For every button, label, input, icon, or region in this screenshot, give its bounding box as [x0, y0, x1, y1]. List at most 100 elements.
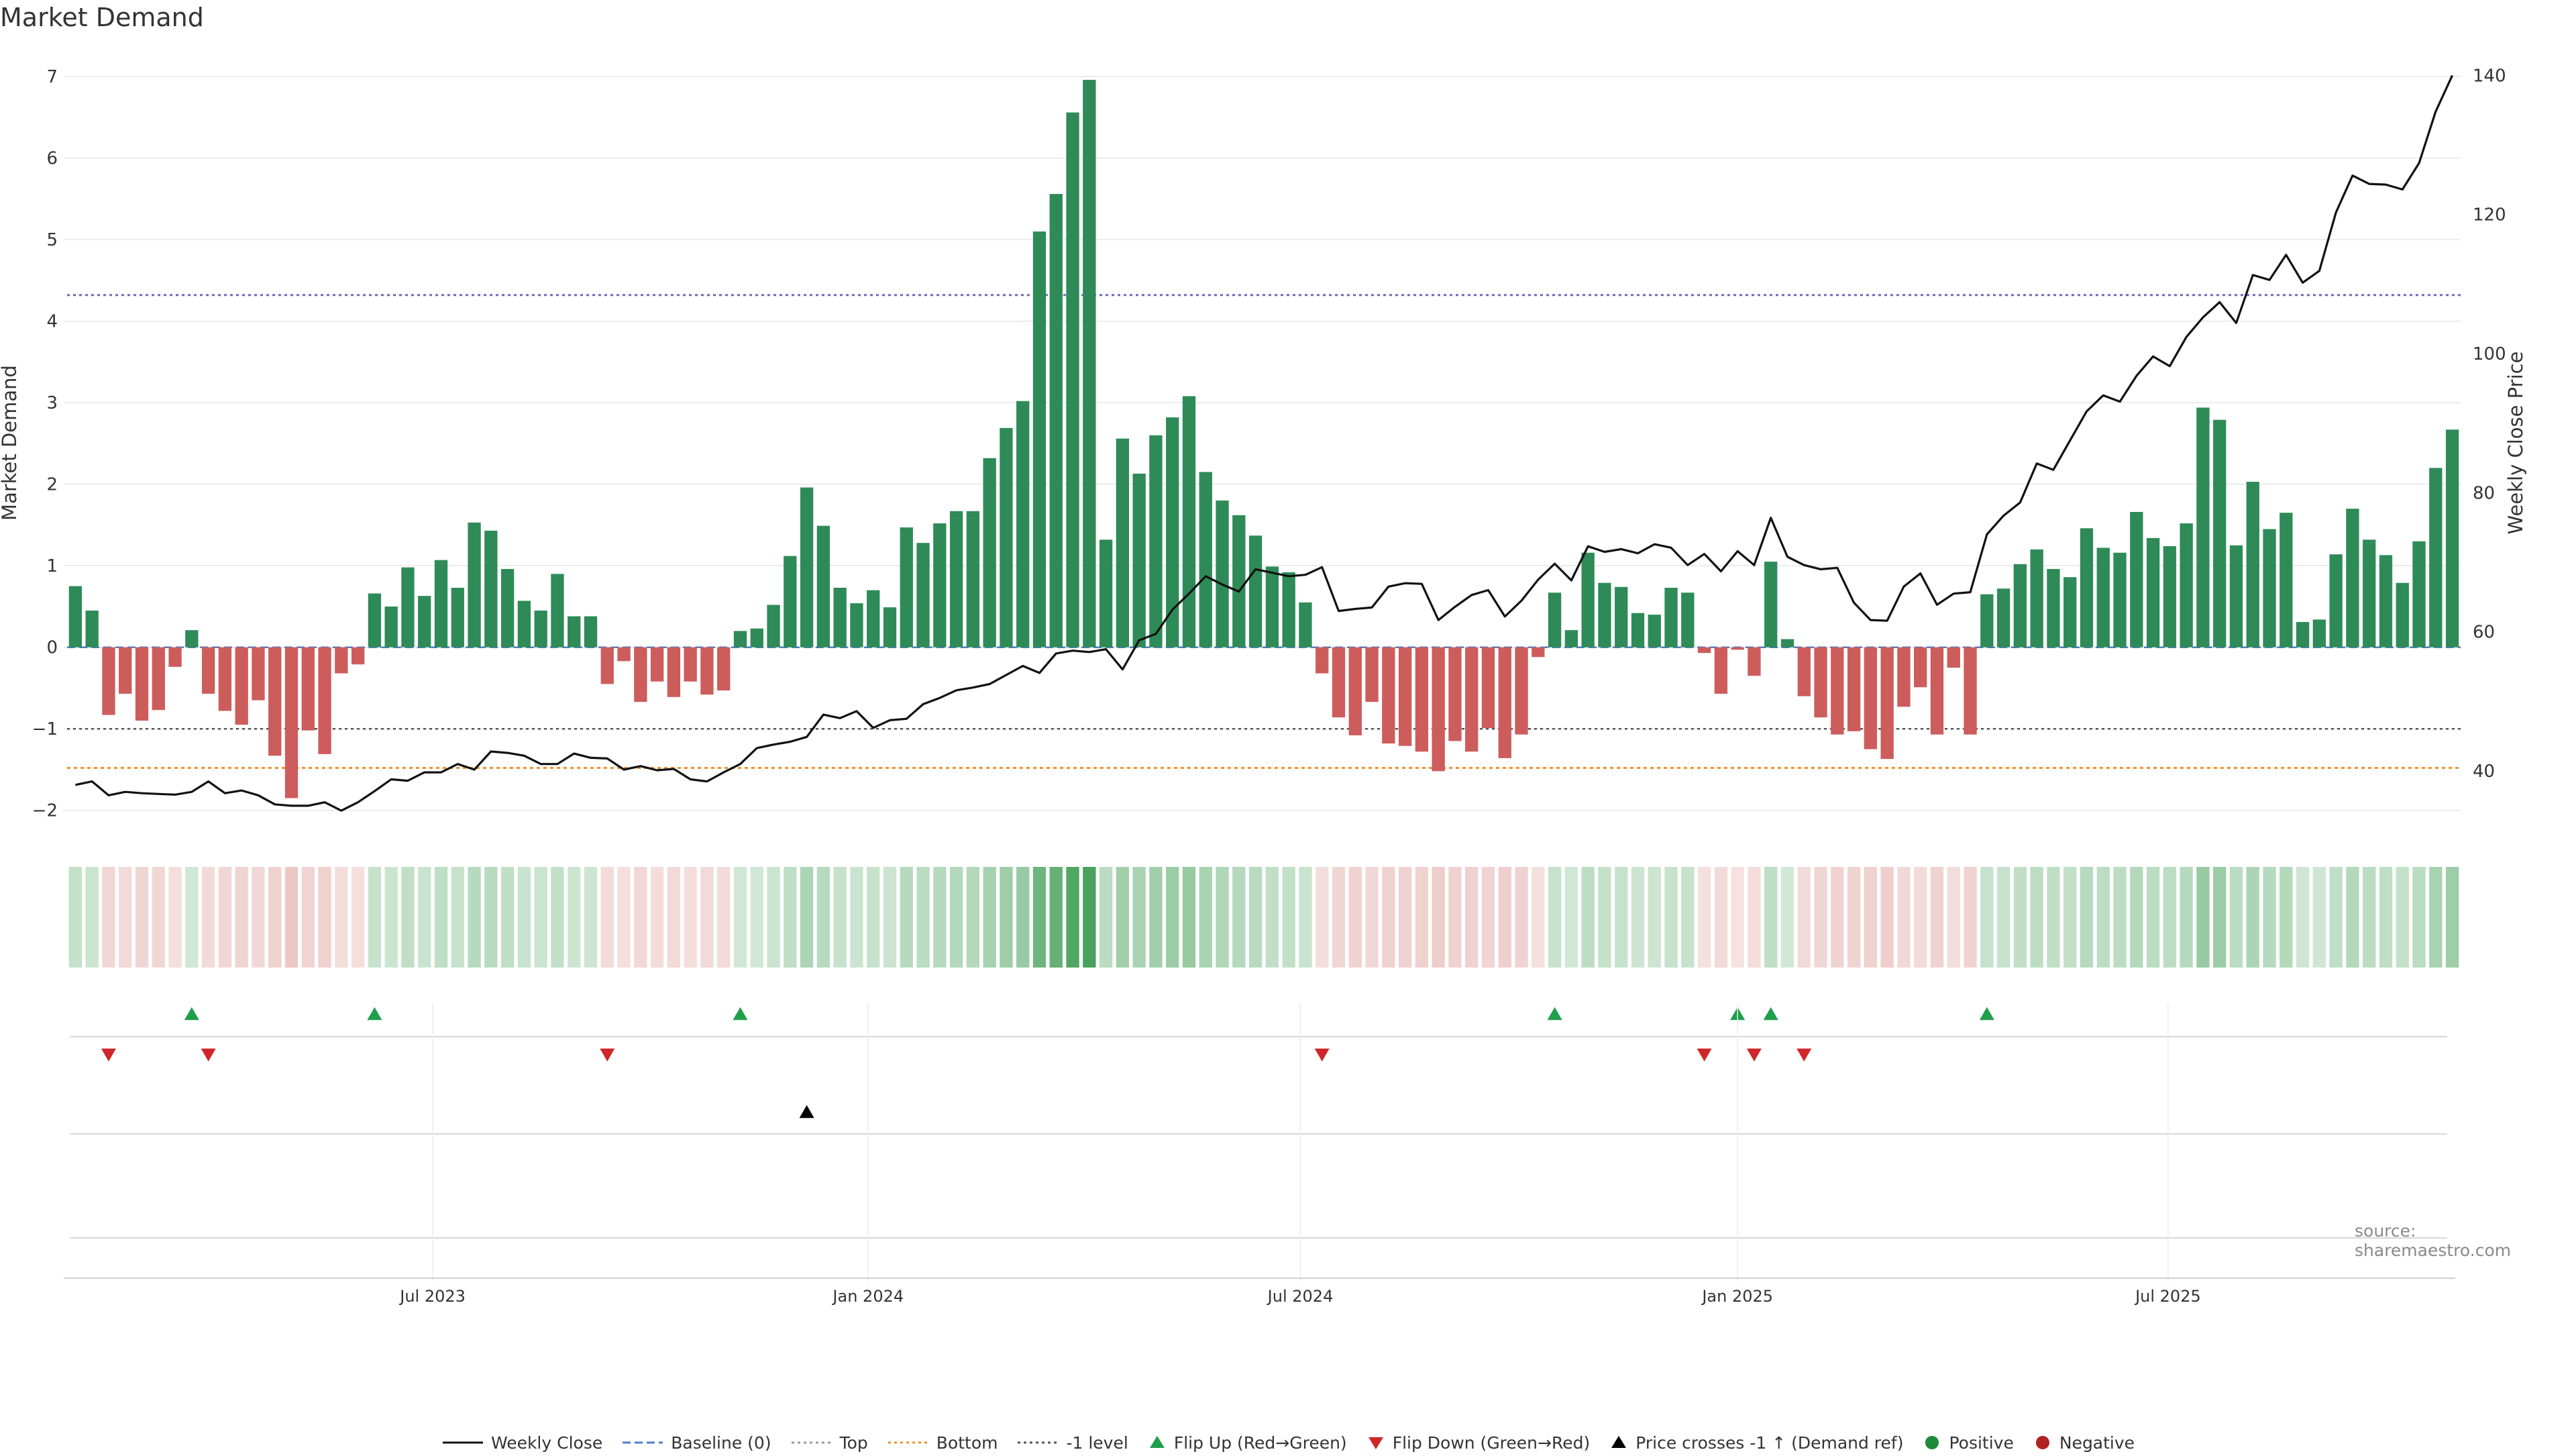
demand-bar — [1448, 647, 1462, 741]
heat-cell — [2246, 867, 2259, 968]
demand-bar — [684, 647, 697, 682]
heat-cell — [1831, 867, 1844, 968]
heat-cell — [1432, 867, 1445, 968]
heat-cell — [2146, 867, 2160, 968]
demand-bar — [2396, 582, 2409, 647]
heat-cell — [2213, 867, 2226, 968]
demand-bar — [2363, 539, 2376, 647]
heat-cell — [2396, 867, 2409, 968]
heat-cell — [867, 867, 880, 968]
y-right-tick-label: 80 — [2473, 483, 2495, 503]
demand-bar — [2346, 509, 2359, 647]
y-axis-label-left: Market Demand — [0, 365, 21, 521]
demand-bar — [484, 530, 498, 647]
demand-bar — [650, 647, 664, 682]
demand-bar — [784, 556, 797, 647]
legend-swatch — [1368, 1437, 1383, 1449]
heat-cell — [1199, 867, 1212, 968]
heat-cell — [1564, 867, 1578, 968]
legend-label: Top — [839, 1433, 868, 1453]
grid-layer — [64, 76, 2461, 811]
heat-cell — [1980, 867, 1994, 968]
heat-strip — [68, 867, 2459, 968]
demand-bar — [800, 487, 814, 647]
demand-bar — [451, 587, 464, 647]
demand-bar — [949, 511, 963, 647]
legend-label: Price crosses -1 ↑ (Demand ref) — [1635, 1433, 1904, 1453]
heat-cell — [1864, 867, 1878, 968]
heat-cell — [1365, 867, 1379, 968]
demand-bar — [1332, 647, 1346, 718]
demand-bar — [368, 593, 382, 647]
heat-cell — [218, 867, 232, 968]
legend-item: Flip Up (Red→Green) — [1147, 1433, 1347, 1453]
heat-cell — [1930, 867, 1944, 968]
demand-bar — [1032, 231, 1046, 647]
heat-cell — [1697, 867, 1711, 968]
heat-cell — [434, 867, 448, 968]
demand-bar — [2296, 622, 2310, 647]
demand-bar — [733, 631, 747, 647]
heat-cell — [1996, 867, 2010, 968]
demand-bar — [667, 647, 681, 697]
demand-bar — [1996, 588, 2010, 647]
heat-cell — [2113, 867, 2127, 968]
demand-bar — [750, 628, 763, 647]
heat-cell — [252, 867, 265, 968]
heat-cell — [401, 867, 415, 968]
demand-bar — [1947, 647, 1960, 668]
demand-bar — [617, 647, 631, 662]
demand-bar — [185, 630, 199, 647]
legend-item: Baseline (0) — [621, 1433, 771, 1453]
demand-bar — [85, 611, 99, 647]
demand-bar — [717, 647, 731, 691]
demand-bar — [568, 616, 581, 647]
demand-bar — [119, 647, 132, 694]
demand-bar — [600, 647, 614, 684]
heat-cell — [351, 867, 365, 968]
heat-cell — [2163, 867, 2177, 968]
heat-cell — [235, 867, 248, 968]
demand-bar — [1099, 539, 1113, 647]
heat-cell — [384, 867, 398, 968]
demand-bar — [1199, 472, 1212, 647]
heat-cell — [1166, 867, 1179, 968]
demand-bar — [335, 647, 348, 674]
demand-bar — [1282, 572, 1295, 647]
heat-cell — [1398, 867, 1412, 968]
flip-down-marker — [1314, 1048, 1330, 1061]
demand-bar — [1299, 602, 1312, 647]
demand-bar — [1631, 613, 1645, 647]
heat-cell — [2412, 867, 2426, 968]
demand-bar — [933, 523, 947, 647]
heat-cell — [584, 867, 598, 968]
heat-cell — [517, 867, 531, 968]
heat-cell — [600, 867, 614, 968]
heat-cell — [1216, 867, 1229, 968]
heat-cell — [152, 867, 165, 968]
heat-cell — [1548, 867, 1562, 968]
demand-bar — [2429, 468, 2443, 647]
heat-cell — [833, 867, 847, 968]
demand-bar — [2246, 482, 2259, 647]
heat-cell — [368, 867, 382, 968]
heat-cell — [1714, 867, 1728, 968]
heat-cell — [451, 867, 464, 968]
heat-cell — [500, 867, 515, 968]
demand-bar — [1498, 647, 1511, 758]
demand-bar — [2030, 549, 2043, 647]
heat-cell — [1465, 867, 1479, 968]
demand-bar — [1664, 587, 1678, 647]
heat-cell — [2030, 867, 2043, 968]
heat-cell — [1581, 867, 1595, 968]
demand-bar — [1415, 647, 1429, 752]
heat-cell — [1149, 867, 1163, 968]
demand-bar — [1930, 647, 1944, 735]
heat-cell — [1116, 867, 1130, 968]
demand-bar — [1681, 592, 1695, 647]
flip-up-marker — [1979, 1007, 1994, 1021]
heat-cell — [1780, 867, 1794, 968]
heat-cell — [2346, 867, 2359, 968]
heat-cell — [1515, 867, 1528, 968]
heat-cell — [1947, 867, 1960, 968]
